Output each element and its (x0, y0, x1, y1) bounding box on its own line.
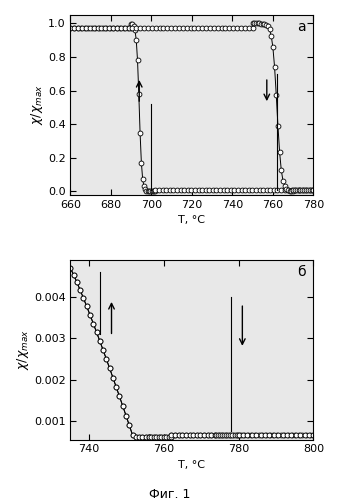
X-axis label: T, °C: T, °C (178, 460, 205, 470)
Y-axis label: $\chi/\chi_{max}$: $\chi/\chi_{max}$ (29, 84, 45, 125)
Text: б: б (297, 266, 306, 280)
Y-axis label: $\chi/\chi_{max}$: $\chi/\chi_{max}$ (15, 330, 31, 370)
Text: a: a (297, 20, 306, 34)
X-axis label: T, °C: T, °C (178, 215, 205, 225)
Text: Фиг. 1: Фиг. 1 (149, 488, 190, 500)
